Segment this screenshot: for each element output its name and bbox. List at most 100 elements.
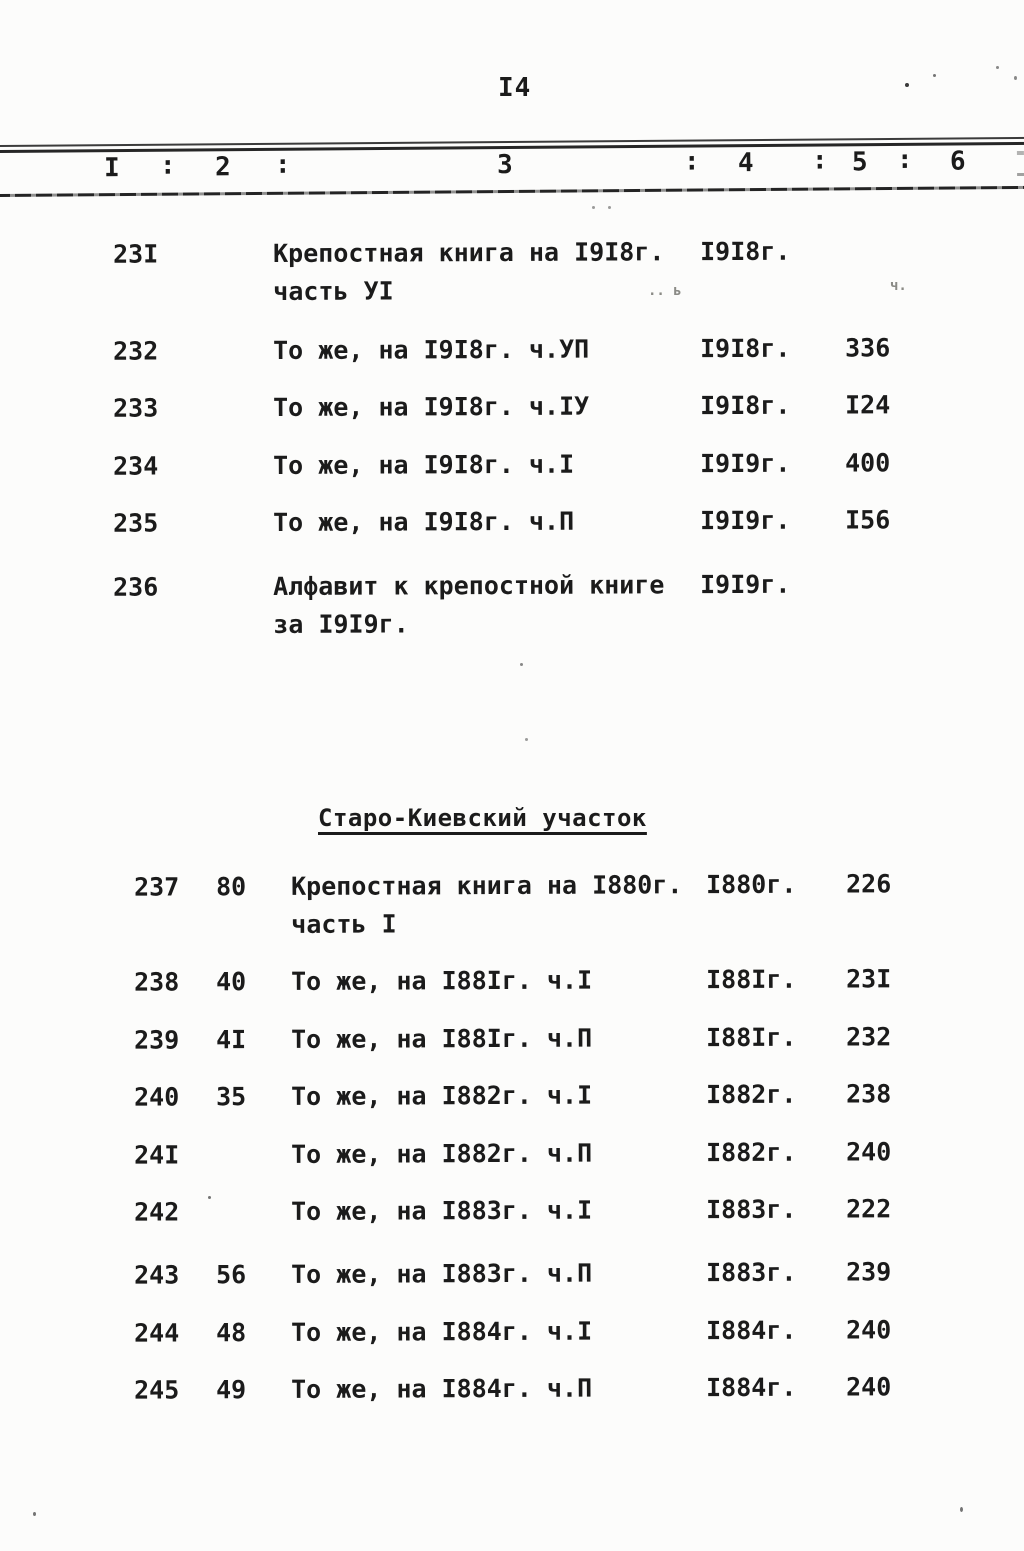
title-line-2: часть УI [273, 276, 394, 306]
table-row: 23I Крепостная книга на I9I8г. часть УI I… [0, 232, 1024, 306]
table-row: 245 49 То же, на I884г. ч.П I884г. 240 [0, 1368, 1024, 1404]
title-line-1: Крепостная книга на I880г. [291, 870, 683, 901]
title-line-1: Крепостная книга на I9I8г. [273, 237, 665, 268]
cell-year: I882г. [706, 1079, 797, 1110]
cell-entry-number: 24I [134, 1140, 180, 1170]
cell-page-count: 336 [845, 333, 891, 363]
cell-year: I9I9г. [700, 569, 791, 600]
cell-page-count: 400 [845, 448, 891, 478]
cell-entry-number: 233 [113, 393, 159, 423]
cell-year: I88Iг. [706, 964, 797, 995]
cell-entry-number: 234 [113, 451, 159, 481]
scan-speck [905, 83, 909, 87]
scan-speck [1014, 76, 1017, 80]
cell-entry-number: 243 [134, 1260, 180, 1290]
table-column-header: I : 2 : 3 : 4 : 5 : 6 [0, 129, 1024, 201]
section-heading: Старо-Киевский участок [318, 804, 647, 832]
table-row: 243 56 То же, на I883г. ч.П I883г. 239 [0, 1253, 1024, 1289]
cell-year: I883г. [706, 1194, 797, 1225]
title-line-2: часть I [291, 909, 397, 939]
table-row: 240 35 То же, на I882г. ч.I I882г. 238 [0, 1075, 1024, 1111]
cell-title: То же, на I883г. ч.П [291, 1258, 593, 1289]
cell-old-number: 56 [216, 1260, 247, 1290]
header-separator: : [896, 144, 913, 175]
scan-speck [208, 1196, 211, 1199]
cell-page-count: 240 [846, 1315, 892, 1345]
header-separator: : [683, 146, 700, 177]
cell-page-count: 240 [846, 1372, 892, 1402]
cell-title: То же, на I882г. ч.П [291, 1138, 593, 1169]
header-col-5: 5 [851, 147, 868, 178]
cell-year: I9I9г. [700, 505, 791, 536]
cell-title: То же, на I9I8г. ч.IУ [273, 391, 590, 422]
cell-old-number: 35 [216, 1082, 247, 1112]
cell-entry-number: 237 [134, 872, 180, 902]
table-row: 235 То же, на I9I8г. ч.П I9I9г. I56 [0, 501, 1024, 537]
scan-speck [520, 663, 523, 666]
cell-entry-number: 23I [113, 239, 159, 269]
cell-page-count: 239 [846, 1257, 892, 1287]
cell-title: То же, на I884г. ч.I [291, 1316, 593, 1347]
table-row: 239 4I То же, на I88Iг. ч.П I88Iг. 232 [0, 1018, 1024, 1054]
cell-old-number: 4I [216, 1025, 247, 1055]
cell-old-number: 80 [216, 872, 247, 902]
cell-old-number: 48 [216, 1318, 247, 1348]
cell-page-count: 238 [846, 1079, 892, 1109]
header-col-1: I [103, 153, 120, 184]
cell-year: I882г. [706, 1137, 797, 1168]
cell-year: I884г. [706, 1372, 797, 1403]
cell-old-number: 40 [216, 967, 247, 997]
cell-year: I88Iг. [706, 1022, 797, 1053]
header-col-2: 2 [214, 152, 231, 183]
cell-page-count: 226 [846, 869, 892, 899]
cell-title: То же, на I88Iг. ч.П [291, 1023, 593, 1054]
cell-title: Алфавит к крепостной книге за I9I9г. [273, 566, 665, 644]
cell-title: То же, на I9I8г. ч.УП [273, 334, 590, 365]
scan-speck [33, 1512, 36, 1516]
scan-speck [525, 738, 528, 741]
cell-year: I880г. [706, 869, 797, 900]
header-col-4: 4 [737, 148, 754, 179]
scan-speck [933, 74, 936, 77]
cell-year: I9I8г. [700, 333, 791, 364]
cell-entry-number: 232 [113, 336, 159, 366]
table-row: 232 То же, на I9I8г. ч.УП I9I8г. 336 [0, 329, 1024, 365]
cell-title: То же, на I88Iг. ч.I [291, 965, 593, 996]
table-row: 244 48 То же, на I884г. ч.I I884г. 240 [0, 1311, 1024, 1347]
cell-title: То же, на I9I8г. ч.I [273, 449, 575, 480]
header-separator: : [159, 150, 176, 181]
cell-year: I9I8г. [700, 236, 791, 267]
table-row: 236 Алфавит к крепостной книге за I9I9г. … [0, 565, 1024, 639]
cell-entry-number: 245 [134, 1375, 180, 1405]
scan-ink-smudge [1016, 150, 1024, 156]
title-line-2: за I9I9г. [273, 609, 409, 639]
scan-faint-mark: ч. [890, 278, 907, 294]
cell-page-count: 232 [846, 1022, 892, 1052]
header-col-3: 3 [496, 150, 513, 181]
scan-speck [608, 206, 611, 209]
cell-title: То же, на I9I8г. ч.П [273, 506, 575, 537]
cell-page-count: I56 [845, 505, 891, 535]
scan-ink-smudge [1017, 172, 1024, 177]
cell-entry-number: 239 [134, 1025, 180, 1055]
table-row: 234 То же, на I9I8г. ч.I I9I9г. 400 [0, 444, 1024, 480]
cell-entry-number: 236 [113, 572, 159, 602]
cell-title: То же, на I884г. ч.П [291, 1373, 593, 1404]
title-line-1: Алфавит к крепостной книге [273, 570, 665, 601]
cell-year: I9I8г. [700, 390, 791, 421]
cell-entry-number: 242 [134, 1197, 180, 1227]
cell-year: I883г. [706, 1257, 797, 1288]
table-row: 238 40 То же, на I88Iг. ч.I I88Iг. 23I [0, 960, 1024, 996]
cell-page-count: 23I [846, 964, 892, 994]
cell-page-count: 222 [846, 1194, 892, 1224]
cell-title: То же, на I883г. ч.I [291, 1195, 593, 1226]
table-row: 24I То же, на I882г. ч.П I882г. 240 [0, 1133, 1024, 1169]
cell-page-count: I24 [845, 390, 891, 420]
cell-page-count: 240 [846, 1137, 892, 1167]
cell-entry-number: 240 [134, 1082, 180, 1112]
cell-year: I884г. [706, 1315, 797, 1346]
header-col-6: 6 [949, 146, 966, 177]
cell-title: Крепостная книга на I9I8г. часть УI [273, 233, 665, 311]
cell-title: То же, на I882г. ч.I [291, 1080, 593, 1111]
